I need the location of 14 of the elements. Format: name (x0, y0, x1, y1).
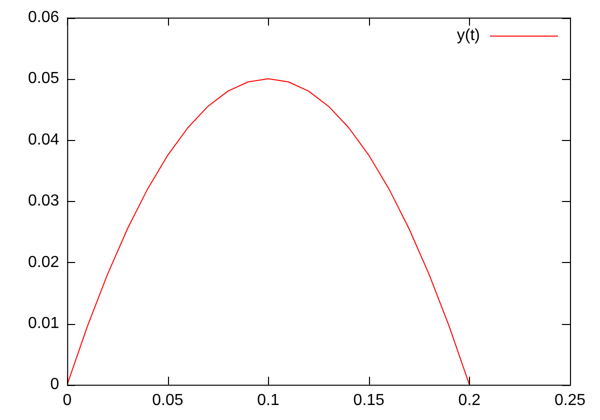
legend-label: y(t) (456, 27, 480, 44)
x-tick-label: 0.2 (458, 392, 481, 409)
y-tick-label: 0 (50, 376, 60, 394)
y-tick-label: 0.05 (28, 70, 60, 88)
x-tick-label: 0.05 (152, 392, 184, 409)
x-tick-label: 0.15 (353, 392, 385, 409)
y-tick-label: 0.02 (28, 254, 60, 271)
y-tick-label: 0.06 (28, 9, 60, 26)
x-tick-label: 0.25 (554, 392, 586, 409)
x-tick-label: 0 (62, 392, 72, 409)
y-tick-label: 0.03 (28, 192, 60, 210)
y-tick-label: 0.04 (28, 131, 60, 148)
x-tick-label: 0.1 (257, 392, 280, 409)
y-tick-label: 0.01 (28, 315, 60, 332)
